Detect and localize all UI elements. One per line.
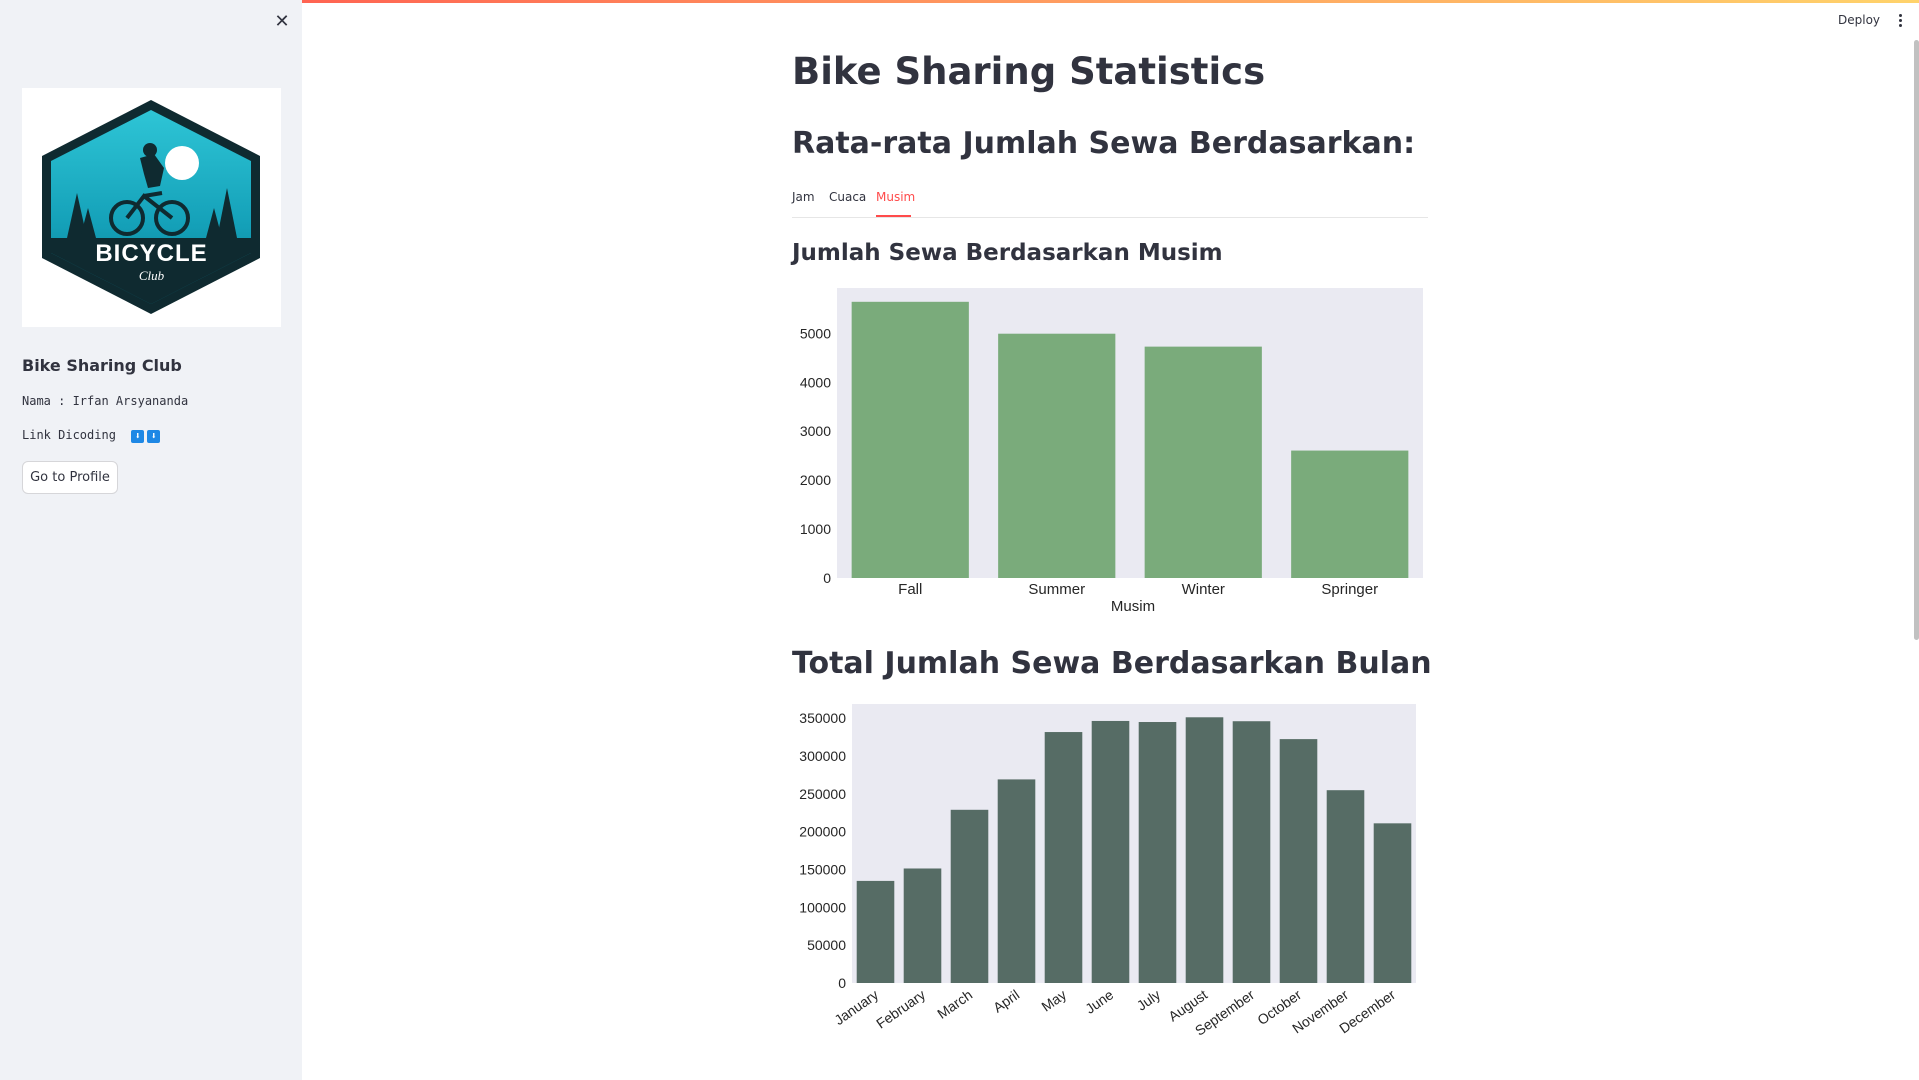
sidebar-title: Bike Sharing Club [22, 356, 182, 375]
y-tick-label: 350000 [799, 710, 846, 726]
y-tick-label: 300000 [799, 748, 846, 764]
tab-cuaca[interactable]: Cuaca [829, 190, 867, 204]
link-dicoding-label: Link Dicoding [22, 428, 116, 442]
x-tick-label: Winter [1182, 581, 1225, 598]
x-tick-label: January [831, 986, 881, 1028]
y-tick-label: 3000 [800, 423, 831, 439]
sidebar: ✕ [0, 0, 302, 1080]
y-tick-label: 0 [823, 570, 831, 586]
logo-text-main: BICYCLE [95, 240, 208, 267]
top-decoration-bar [0, 0, 1919, 3]
bar-october [1279, 739, 1318, 983]
link-icons: ⬇ ⬇ [131, 428, 163, 443]
bar-july [1138, 722, 1177, 983]
download-icon[interactable]: ⬇ [147, 430, 161, 443]
x-tick-label: July [1134, 986, 1164, 1013]
y-tick-label: 5000 [800, 325, 831, 341]
y-tick-label: 100000 [799, 899, 846, 915]
month-chart-heading: Total Jumlah Sewa Berdasarkan Bulan [792, 646, 1432, 681]
x-tick-label: Springer [1321, 581, 1378, 598]
tab-musim[interactable]: Musim [876, 190, 916, 204]
bar-december [1373, 823, 1412, 983]
x-tick-label: Fall [898, 581, 922, 598]
bar-march [950, 809, 989, 983]
logo-text-sub: Club [138, 268, 165, 283]
bar-august [1185, 717, 1224, 983]
bar-winter [1144, 346, 1262, 578]
x-tick-label: March [934, 986, 975, 1021]
bar-summer [998, 333, 1116, 578]
y-tick-label: 150000 [799, 862, 846, 878]
season-chart-heading: Jumlah Sewa Berdasarkan Musim [792, 240, 1223, 266]
bar-may [1044, 732, 1083, 983]
x-axis-label: Musim [1111, 598, 1155, 615]
download-icon[interactable]: ⬇ [131, 430, 145, 443]
x-tick-label: June [1082, 986, 1116, 1017]
section-subtitle: Rata-rata Jumlah Sewa Berdasarkan: [792, 126, 1416, 161]
x-tick-label: Summer [1028, 581, 1085, 598]
page-title: Bike Sharing Statistics [792, 50, 1266, 93]
bar-february [903, 868, 942, 983]
bar-springer [1291, 450, 1409, 578]
y-tick-label: 4000 [800, 374, 831, 390]
y-tick-label: 200000 [799, 824, 846, 840]
bar-january [856, 880, 895, 983]
tab-bar [792, 186, 1428, 218]
go-to-profile-button[interactable]: Go to Profile [22, 461, 118, 494]
x-tick-label: February [873, 986, 928, 1031]
bar-fall [851, 301, 969, 578]
logo-image [42, 100, 260, 314]
kebab-menu-icon[interactable] [1894, 12, 1906, 30]
tab-jam[interactable]: Jam [792, 190, 815, 204]
deploy-button[interactable]: Deploy [1838, 13, 1881, 27]
y-tick-label: 1000 [800, 521, 831, 537]
close-icon[interactable]: ✕ [274, 11, 290, 32]
y-tick-label: 2000 [800, 472, 831, 488]
scrollbar[interactable] [1914, 40, 1919, 640]
link-dicoding-row: Link Dicoding ⬇ ⬇ [22, 428, 163, 443]
bar-june [1091, 720, 1130, 983]
author-name: Nama : Irfan Arsyananda [22, 394, 189, 408]
x-tick-label: April [990, 986, 1022, 1015]
y-tick-label: 250000 [799, 786, 846, 802]
bicycle-club-logo: BICYCLE Club [22, 88, 281, 327]
y-tick-label: 0 [838, 975, 846, 991]
bar-november [1326, 790, 1365, 983]
active-tab-indicator [876, 215, 911, 217]
plot-area [852, 704, 1416, 983]
bar-september [1232, 721, 1271, 983]
x-tick-label: May [1038, 986, 1069, 1014]
bar-april [997, 779, 1036, 983]
y-tick-label: 50000 [807, 937, 846, 953]
